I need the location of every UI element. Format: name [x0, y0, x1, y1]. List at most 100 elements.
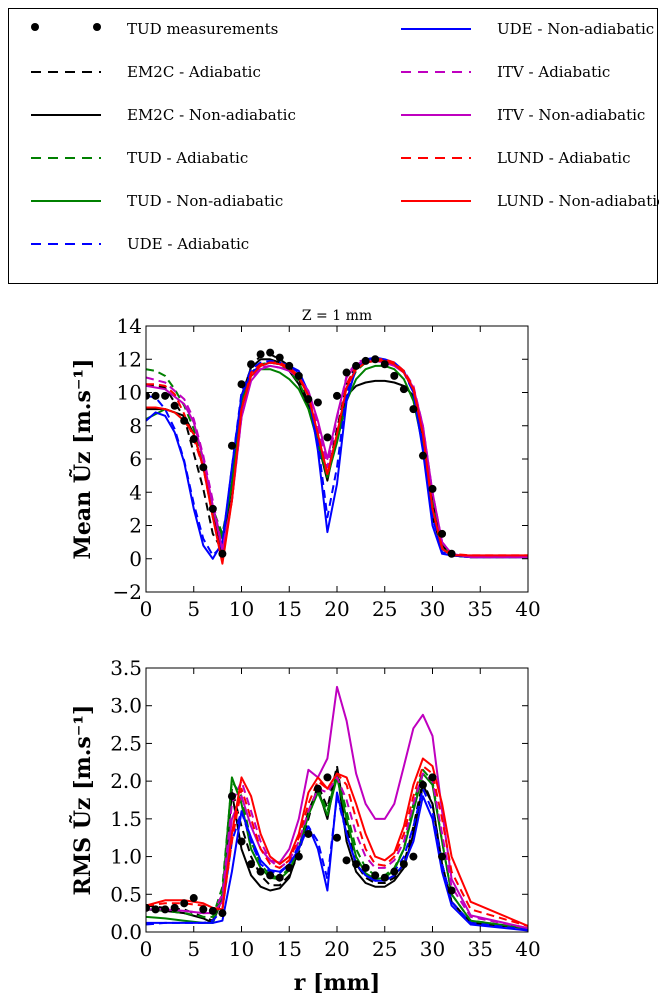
legend-symbol — [31, 71, 101, 73]
measurement-point — [371, 871, 380, 880]
x-tick-label: 5 — [187, 597, 200, 621]
measurement-point — [418, 780, 427, 789]
y-axis-label: RMS Ũz [m.s⁻¹] — [69, 705, 96, 896]
measurement-point — [199, 905, 208, 914]
legend-symbol — [31, 157, 101, 159]
measurement-point — [390, 867, 399, 876]
rms-velocity-plot: 0 5 10 15 20 25 30 35 40 0.0 0.5 1.0 1.5 2.0 2.5 3.0 3.5… — [69, 656, 541, 996]
x-tick-label: 10 — [229, 597, 254, 621]
measurement-point — [180, 416, 189, 425]
measurement-point — [438, 529, 447, 538]
measurement-point — [161, 905, 170, 914]
x-tick-label: 20 — [324, 937, 349, 961]
measurement-point — [227, 792, 236, 801]
legend-symbol — [31, 243, 101, 245]
legend-marker — [93, 23, 101, 31]
legend-symbol — [31, 23, 101, 31]
measurement-point — [199, 463, 208, 472]
series-line — [146, 757, 528, 927]
legend-entry: TUD - Non-adiabatic — [9, 192, 289, 217]
x-axis-label: r [mm] — [294, 970, 381, 996]
measurement-point — [189, 894, 198, 903]
y-tick-label: 3.0 — [110, 694, 142, 718]
legend: TUD measurements EM2C - Adiabatic EM2C - N… — [8, 8, 659, 284]
measurement-point — [428, 773, 437, 782]
measurement-point — [447, 549, 456, 558]
legend-entry: TUD - Adiabatic — [9, 149, 289, 174]
x-tick-label: 30 — [420, 937, 445, 961]
y-tick-label: 1.5 — [110, 807, 142, 831]
legend-symbol — [401, 157, 471, 159]
legend-symbol — [31, 200, 101, 202]
legend-label: TUD - Non-adiabatic — [127, 192, 284, 210]
y-tick-label: 6 — [129, 447, 142, 471]
measurement-point — [151, 905, 160, 914]
measurement-point — [146, 903, 150, 912]
y-tick-label: 2.0 — [110, 769, 142, 793]
x-tick-label: 5 — [187, 937, 200, 961]
y-tick-label: 4 — [129, 480, 142, 504]
legend-symbol — [401, 28, 471, 30]
measurement-point — [323, 433, 332, 442]
measurement-point — [161, 391, 170, 400]
legend-entry: EM2C - Adiabatic — [9, 63, 289, 88]
legend-marker — [31, 23, 39, 31]
y-tick-label: 1.0 — [110, 845, 142, 869]
measurement-point — [313, 784, 322, 793]
x-tick-label: 15 — [277, 597, 302, 621]
measurement-point — [237, 380, 246, 389]
legend-label: EM2C - Adiabatic — [127, 63, 261, 81]
measurement-point — [151, 391, 160, 400]
y-tick-label: 2 — [129, 514, 142, 538]
y-tick-label: −2 — [113, 580, 142, 604]
measurement-point — [333, 391, 341, 400]
measurement-point — [409, 405, 418, 414]
measurement-point — [208, 504, 217, 513]
measurement-point — [390, 371, 399, 380]
series-line — [146, 772, 528, 930]
x-tick-label: 10 — [229, 937, 254, 961]
measurement-point — [399, 860, 408, 869]
y-tick-label: 2.5 — [110, 731, 142, 755]
y-tick-label: 0.0 — [110, 920, 142, 944]
x-tick-label: 35 — [468, 597, 493, 621]
measurement-point — [227, 441, 236, 450]
measurement-point — [342, 368, 351, 377]
measurement-point — [247, 860, 256, 869]
legend-entry: EM2C - Non-adiabatic — [9, 106, 296, 131]
legend-entry: LUND - Adiabatic — [379, 149, 659, 174]
measurement-point — [380, 873, 389, 882]
measurement-point — [266, 871, 275, 880]
measurement-point — [294, 852, 303, 861]
y-tick-label: 14 — [117, 314, 142, 338]
measurement-point — [266, 348, 275, 357]
measurement-point — [409, 852, 418, 861]
measurement-point — [218, 549, 227, 558]
y-tick-label: 12 — [117, 347, 142, 371]
measurement-point — [189, 435, 198, 444]
measurement-point — [285, 361, 294, 370]
legend-entry: UDE - Non-adiabatic — [379, 20, 659, 45]
measurement-point — [304, 829, 313, 838]
x-tick-label: 40 — [515, 597, 540, 621]
x-tick-label: 0 — [140, 597, 153, 621]
measurement-point — [285, 863, 294, 872]
x-tick-label: 30 — [420, 597, 445, 621]
series-group — [146, 348, 528, 565]
legend-entry: LUND - Non-adiabatic — [379, 192, 659, 217]
x-tick-label: 0 — [140, 937, 153, 961]
legend-label: LUND - Non-adiabatic — [497, 192, 659, 210]
measurement-point — [208, 906, 217, 915]
measurement-point — [399, 385, 408, 394]
measurement-point — [438, 852, 447, 861]
measurement-point — [323, 773, 332, 782]
measurement-point — [352, 860, 361, 869]
legend-label: UDE - Adiabatic — [127, 235, 250, 253]
legend-label: EM2C - Non-adiabatic — [127, 106, 296, 124]
measurement-point — [447, 886, 456, 895]
y-tick-label: 0.5 — [110, 882, 142, 906]
y-tick-label: 10 — [117, 381, 142, 405]
legend-label: ITV - Adiabatic — [497, 63, 611, 81]
x-tick-label: 40 — [515, 937, 540, 961]
measurement-point — [237, 837, 246, 846]
